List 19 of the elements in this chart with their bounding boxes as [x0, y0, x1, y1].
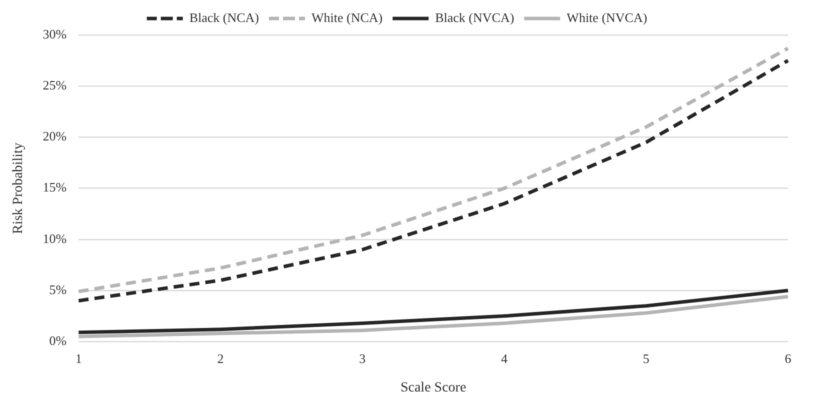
- x-axis-title: Scale Score: [400, 380, 466, 396]
- x-tick-label: 1: [75, 350, 82, 366]
- legend-label: White (NVCA): [566, 10, 648, 25]
- legend-label: White (NCA): [311, 10, 383, 25]
- legend-label: Black (NCA): [189, 10, 259, 25]
- y-axis-title: Risk Probability: [11, 142, 26, 234]
- y-tick-label: 10%: [42, 230, 67, 246]
- legend-label: Black (NVCA): [435, 10, 514, 25]
- y-tick-label: 5%: [49, 282, 67, 297]
- x-tick-label: 2: [217, 350, 224, 366]
- x-tick-label: 5: [642, 350, 650, 366]
- y-tick-label: 15%: [42, 180, 67, 195]
- x-tick-label: 3: [359, 350, 366, 366]
- y-tick-label: 20%: [42, 128, 67, 144]
- y-tick-label: 25%: [42, 78, 67, 93]
- x-tick-label: 6: [784, 350, 792, 366]
- y-tick-label: 0%: [49, 333, 67, 348]
- y-tick-label: 30%: [42, 26, 67, 42]
- x-tick-label: 4: [501, 350, 508, 366]
